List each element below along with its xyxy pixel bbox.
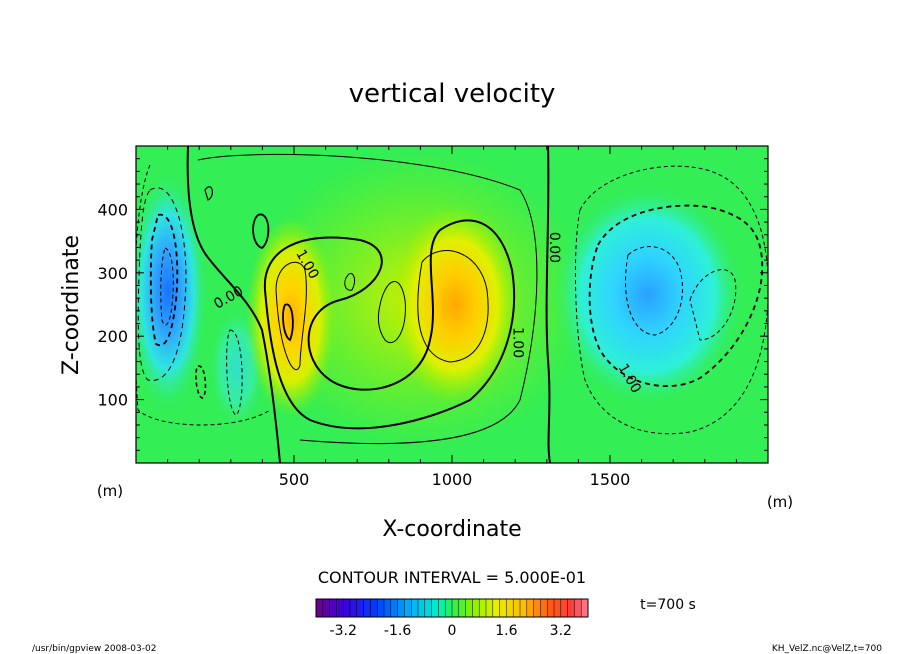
x-unit-label: (m) — [767, 493, 793, 511]
colorbar-bin — [343, 599, 351, 617]
colorbar-bin — [445, 599, 453, 617]
contour-lines — [136, 146, 768, 463]
colorbar-bin — [560, 599, 569, 617]
y-tick-label: 200 — [97, 327, 128, 346]
heatmap-field — [136, 146, 768, 463]
x-tick-label: 1500 — [590, 470, 631, 489]
colorbar-bin — [513, 599, 521, 617]
colorbar-bin — [316, 599, 324, 617]
colorbar-bin — [526, 599, 535, 617]
colorbar-bin — [411, 599, 419, 617]
colorbar-bin — [438, 599, 446, 617]
colorbar: -3.2 -1.6 0 1.6 3.2 — [315, 598, 589, 639]
colorbar-bin — [479, 599, 487, 617]
colorbar-bin — [431, 599, 439, 617]
colorbar-bin — [458, 599, 467, 617]
colorbar-bin — [540, 599, 548, 617]
contour-label: 0.00 — [546, 232, 562, 263]
time-label: t=700 s — [640, 597, 696, 613]
colorbar-bin — [520, 599, 528, 617]
colorbar-bin — [336, 599, 344, 617]
heatmap-cell — [136, 171, 208, 412]
footer-right: KH_VelZ.nc@VelZ,t=700 — [772, 644, 882, 654]
colorbar-bin — [581, 599, 589, 617]
colorbar-bin — [397, 599, 405, 617]
y-tick-label: 100 — [97, 391, 128, 410]
contour-interval: CONTOUR INTERVAL = 5.000E-01 — [318, 568, 586, 587]
colorbar-bin — [418, 599, 426, 617]
colorbar-tick-label: 3.2 — [550, 623, 572, 639]
colorbar-bin — [329, 599, 337, 617]
y-axis-label: Z-coordinate — [59, 235, 84, 375]
colorbar-tick-label: 1.6 — [495, 623, 517, 639]
colorbar-bin — [554, 599, 562, 617]
colorbar-bin — [384, 599, 392, 617]
x-tick-label: 500 — [279, 470, 310, 489]
colorbar-bin — [506, 599, 514, 617]
colorbar-bin — [424, 599, 433, 617]
colorbar-bin — [322, 599, 331, 617]
colorbar-frame — [315, 598, 589, 618]
colorbar-bin — [499, 599, 507, 617]
colorbar-bin — [547, 599, 555, 617]
colorbar-bin — [486, 599, 494, 617]
colorbar-tick-label: -3.2 — [330, 623, 357, 639]
y-tick-label: 300 — [97, 264, 128, 283]
heatmap-cell — [552, 184, 743, 405]
colorbar-bin — [363, 599, 371, 617]
colorbar-bin — [492, 599, 501, 617]
colorbar-bin — [377, 599, 385, 617]
colorbar-bin — [567, 599, 575, 617]
colorbar-bin — [533, 599, 541, 617]
colorbar-bin — [465, 599, 473, 617]
colorbar-bin — [574, 599, 582, 617]
colorbar-tick-label: 0 — [448, 623, 457, 639]
colorbar-bin — [452, 599, 460, 617]
y-tick-label: 400 — [97, 200, 128, 219]
y-unit-label: (m) — [97, 482, 123, 500]
colorbar-tick-label: -1.6 — [384, 623, 411, 639]
contour-label: 1.00 — [510, 327, 526, 358]
colorbar-bin — [390, 599, 399, 617]
x-tick-label: 1000 — [432, 470, 473, 489]
x-axis-label: X-coordinate — [382, 517, 521, 542]
footer-left: /usr/bin/gpview 2008-03-02 — [32, 644, 156, 654]
colorbar-bin — [472, 599, 480, 617]
colorbar-bin — [404, 599, 412, 617]
colorbar-bin — [350, 599, 358, 617]
heatmap-cell — [390, 204, 521, 405]
colorbar-bin — [356, 599, 365, 617]
chart-title: vertical velocity — [349, 79, 556, 109]
colorbar-bin — [370, 599, 378, 617]
